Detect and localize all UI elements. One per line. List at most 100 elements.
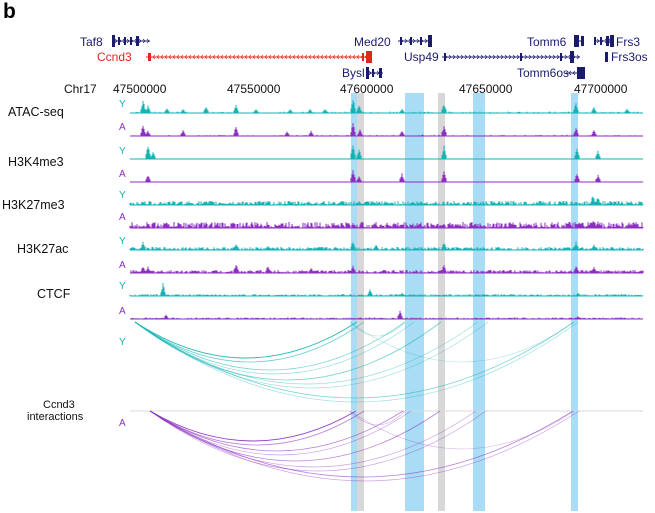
- interaction-arc: [134, 321, 575, 399]
- strand-chevron: [240, 54, 244, 60]
- exon-block: [379, 68, 382, 78]
- gene-label-frs3: Frs3: [616, 35, 640, 49]
- strand-chevron: [260, 54, 264, 60]
- track-label-ctcf: CTCF: [37, 287, 71, 301]
- condition-label-aged: A: [119, 169, 126, 180]
- strand-chevron: [164, 54, 168, 60]
- strand-chevron: [572, 70, 576, 76]
- condition-label-young: Y: [119, 337, 126, 348]
- aged-interaction-arcs: [149, 410, 580, 482]
- highlight-blue: [473, 93, 485, 511]
- strand-chevron: [280, 54, 284, 60]
- gene-label-usp49: Usp49: [404, 50, 439, 64]
- highlight-regions: [351, 93, 578, 511]
- strand-chevron: [472, 54, 476, 60]
- strand-chevron: [532, 54, 536, 60]
- strand-chevron: [492, 54, 496, 60]
- interaction-arc: [349, 410, 406, 426]
- strand-chevron: [192, 54, 196, 60]
- strand-chevron: [552, 54, 556, 60]
- strand-chevron: [460, 54, 464, 60]
- strand-chevron: [416, 38, 420, 44]
- signal-bars: [130, 310, 642, 319]
- signal-track: [130, 123, 643, 137]
- strand-chevron: [452, 54, 456, 60]
- exon-block: [136, 36, 139, 46]
- exon-block: [118, 37, 120, 45]
- strand-chevron: [288, 54, 292, 60]
- exon-block: [570, 51, 574, 63]
- exon-block: [581, 36, 584, 46]
- exon-block: [366, 67, 369, 79]
- strand-chevron: [496, 54, 500, 60]
- strand-chevron: [596, 38, 600, 44]
- highlight-gray: [356, 93, 364, 511]
- strand-chevron: [232, 54, 236, 60]
- signal-track: [129, 221, 644, 229]
- strand-chevron: [312, 54, 316, 60]
- strand-chevron: [412, 38, 416, 44]
- gene-model-bysl: [366, 67, 382, 79]
- strand-chevron: [114, 38, 118, 44]
- exon-block: [605, 52, 608, 62]
- strand-chevron: [196, 54, 200, 60]
- strand-chevron: [176, 54, 180, 60]
- condition-label-aged: A: [119, 306, 126, 317]
- strand-chevron: [252, 54, 256, 60]
- highlight-blue: [405, 93, 424, 511]
- track-label-h3k27me3: H3K27me3: [2, 198, 65, 212]
- track-label-h3k4me3: H3K4me3: [8, 155, 64, 169]
- strand-chevron: [516, 54, 520, 60]
- interaction-arc: [134, 321, 579, 403]
- exon-block: [362, 53, 364, 61]
- gene-label-frs3os: Frs3os: [611, 50, 648, 64]
- signal-track: [129, 241, 644, 251]
- strand-chevron: [304, 54, 308, 60]
- interaction-arc: [149, 410, 574, 478]
- strand-chevron: [284, 54, 288, 60]
- exon-block: [610, 35, 614, 47]
- gene-model-tomm6: [574, 35, 584, 47]
- gene-model-frs3os: [605, 52, 608, 62]
- exon-block: [600, 37, 602, 45]
- strand-chevron: [424, 38, 428, 44]
- interaction-arc: [134, 321, 406, 371]
- gene-model-med20: [400, 35, 432, 47]
- strand-chevron: [156, 54, 160, 60]
- gene-label-tomm6: Tomm6: [527, 35, 567, 49]
- exon-block: [372, 69, 374, 77]
- condition-label-young: Y: [119, 146, 126, 157]
- strand-chevron: [568, 70, 572, 76]
- gene-annotation-track: Taf8 Ccnd3 Med20 Usp49 Bysl Tomm6 Tomm6o…: [80, 35, 648, 80]
- gene-model-taf8: [112, 35, 150, 47]
- coordinate-label: 47500000: [113, 82, 167, 96]
- gene-label-med20: Med20: [354, 35, 391, 49]
- strand-chevron: [556, 54, 560, 60]
- strand-chevron: [244, 54, 248, 60]
- interaction-arc: [134, 321, 365, 363]
- exon-block: [606, 36, 609, 46]
- gene-model-ccnd3: [148, 51, 372, 63]
- exon-block: [444, 53, 446, 61]
- exon-block: [560, 53, 562, 61]
- interactions-label-line1: Ccnd3: [43, 399, 75, 411]
- chromosome-label: Chr17: [64, 82, 97, 96]
- strand-chevron: [146, 38, 150, 44]
- strand-chevron: [160, 54, 164, 60]
- strand-chevron: [480, 54, 484, 60]
- interaction-arc: [349, 321, 575, 363]
- interactions-label: Ccnd3 interactions: [27, 399, 84, 423]
- strand-chevron: [220, 54, 224, 60]
- strand-chevron: [504, 54, 508, 60]
- strand-chevron: [296, 54, 300, 60]
- strand-chevron: [316, 54, 320, 60]
- strand-chevron: [142, 38, 146, 44]
- track-label-atac: ATAC-seq: [8, 105, 64, 119]
- exon-block: [420, 37, 422, 45]
- strand-chevron: [208, 54, 212, 60]
- strand-chevron: [320, 54, 324, 60]
- strand-chevron: [456, 54, 460, 60]
- signal-bars: [129, 265, 644, 273]
- strand-chevron: [464, 54, 468, 60]
